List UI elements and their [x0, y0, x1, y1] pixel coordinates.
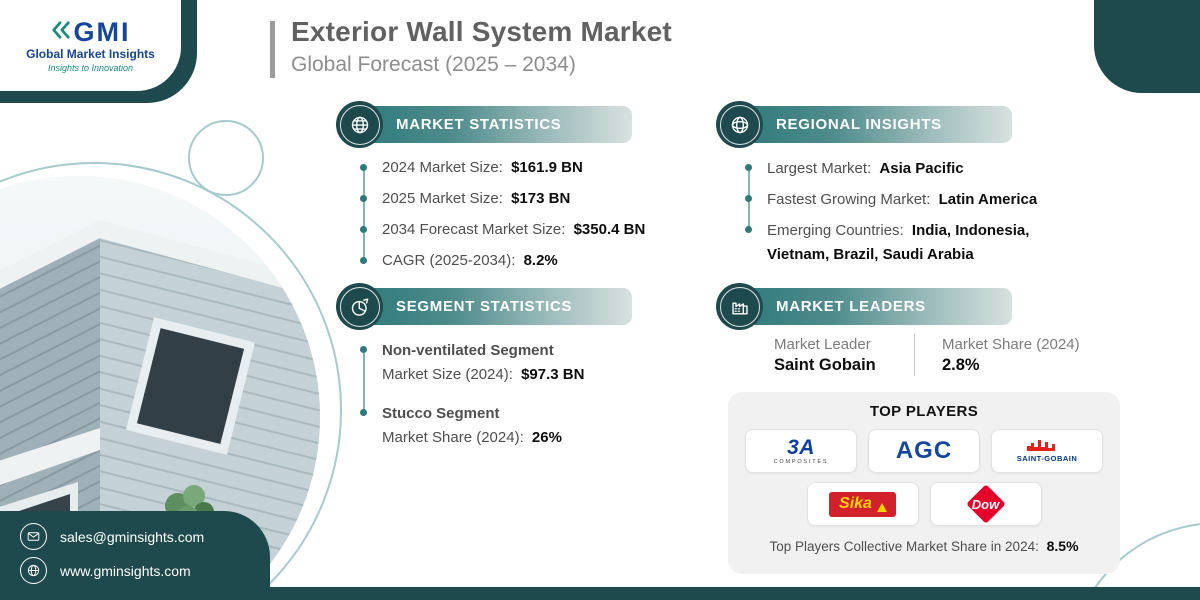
contact-block: sales@gminsights.com www.gminsights.com [0, 511, 270, 600]
player-card-dow: Dow [929, 482, 1042, 526]
gmi-acronym: GMI [73, 17, 131, 47]
bullet-dot [360, 257, 367, 264]
section-title: REGIONAL INSIGHTS [738, 106, 1012, 143]
bullet-dot [360, 195, 367, 202]
stat-value: Latin America [938, 191, 1038, 208]
stat-label: 2024 Market Size: [382, 159, 503, 176]
stat-label: Market Share (2024): [382, 429, 524, 446]
sika-logo: Sika [829, 491, 896, 517]
stat-label: Largest Market: [767, 160, 872, 177]
title-accent-bar [270, 21, 275, 78]
player-card-3a-composites: 3A COMPOSITES [745, 429, 857, 473]
stat-value: Asia Pacific [879, 160, 964, 177]
stat-label: CAGR (2025-2034): [382, 252, 516, 269]
list-item: Fastest Growing Market: Latin America [745, 188, 1071, 219]
top-players-footer: Top Players Collective Market Share in 2… [769, 538, 1079, 554]
player-card-agc: AGC [868, 429, 980, 473]
stat-label: Emerging Countries: [767, 222, 904, 239]
stat-label: 2034 Forecast Market Size: [382, 221, 566, 238]
page-title: Exterior Wall System Market [291, 16, 672, 47]
section-title: SEGMENT STATISTICS [358, 288, 632, 325]
section-header-market-statistics: MARKET STATISTICS [336, 101, 632, 148]
website-text: www.gminsights.com [60, 562, 191, 579]
market-leader-value: Saint Gobain [774, 355, 876, 374]
top-players-box: TOP PLAYERS 3A COMPOSITES AGC SAINT-GOBA… [728, 392, 1120, 574]
sika-triangle-icon [876, 502, 887, 512]
section-header-regional-insights: REGIONAL INSIGHTS [716, 101, 1012, 148]
corner-accent-top-right [1094, 0, 1200, 93]
title-block: Exterior Wall System Market Global Forec… [270, 16, 672, 78]
bullet-dot [360, 409, 367, 416]
section-header-segment-statistics: SEGMENT STATISTICS [336, 283, 632, 330]
gmi-tagline: Insights to Innovation [47, 62, 134, 73]
list-item: 2025 Market Size: $173 BN [360, 188, 652, 219]
market-share-label: Market Share (2024) [942, 335, 1080, 353]
factory-icon [716, 283, 763, 330]
market-leader-summary: Market Leader Saint Gobain Market Share … [716, 334, 1118, 376]
globe-grid-icon [716, 101, 763, 148]
market-statistics-list: 2024 Market Size: $161.9 BN 2025 Market … [360, 157, 652, 281]
gmi-chevrons-icon [51, 19, 71, 46]
bullet-dot [745, 164, 752, 171]
website-link[interactable]: www.gminsights.com [20, 557, 270, 584]
list-item: 2034 Forecast Market Size: $350.4 BN [360, 219, 652, 250]
top-players-title: TOP PLAYERS [869, 403, 979, 420]
section-header-market-leaders: MARKET LEADERS [716, 283, 1012, 330]
agc-logo: AGC [895, 437, 953, 464]
segment-name: Non-ventilated Segment [382, 342, 554, 359]
saint-gobain-skyline-icon [1027, 440, 1055, 451]
regional-insights-list: Largest Market: Asia Pacific Fastest Gro… [745, 157, 1071, 267]
email-link[interactable]: sales@gminsights.com [20, 523, 270, 550]
circle-outline-decoration [188, 120, 264, 196]
section-title: MARKET STATISTICS [358, 106, 632, 143]
bullet-dot [745, 226, 752, 233]
bullet-dot [360, 346, 367, 353]
pie-chart-icon [336, 283, 383, 330]
envelope-icon [20, 523, 47, 550]
email-text: sales@gminsights.com [60, 528, 205, 545]
vertical-divider [914, 334, 915, 376]
stat-value: India, Indonesia, Vietnam, Brazil, Saudi… [767, 222, 1030, 263]
stat-label: Market Size (2024): [382, 366, 513, 383]
list-item: 2024 Market Size: $161.9 BN [360, 157, 652, 188]
stat-value: $97.3 BN [521, 366, 585, 383]
stat-value: $173 BN [511, 190, 571, 207]
page-subtitle: Global Forecast (2025 – 2034) [291, 53, 576, 76]
market-leader-label: Market Leader [774, 335, 871, 353]
stat-value: 8.2% [523, 252, 558, 269]
stat-label: Fastest Growing Market: [767, 191, 931, 208]
player-card-saint-gobain: SAINT-GOBAIN [991, 429, 1103, 473]
gmi-name: Global Market Insights [26, 46, 155, 61]
stat-value: $350.4 BN [573, 221, 646, 238]
bullet-dot [745, 195, 752, 202]
stat-label: 2025 Market Size: [382, 190, 503, 207]
market-share-value: 2.8% [942, 355, 980, 374]
segment-name: Stucco Segment [382, 405, 500, 422]
saint-gobain-logo: SAINT-GOBAIN [1017, 439, 1078, 463]
list-item: CAGR (2025-2034): 8.2% [360, 250, 652, 281]
section-title: MARKET LEADERS [738, 288, 1012, 325]
gmi-logo: GMI Global Market Insights Insights to I… [0, 0, 181, 91]
bottom-accent-bar [0, 587, 1200, 600]
stat-value: 26% [531, 429, 562, 446]
list-item: Non-ventilated Segment Market Size (2024… [360, 340, 660, 385]
dow-logo: Dow [963, 484, 1009, 524]
stat-value: $161.9 BN [511, 159, 583, 176]
player-card-sika: Sika [806, 482, 919, 526]
bullet-dot [360, 226, 367, 233]
bullet-dot [360, 164, 367, 171]
three-a-composites-logo: 3A COMPOSITES [773, 435, 829, 465]
globe-icon [336, 101, 383, 148]
list-item: Stucco Segment Market Share (2024): 26% [360, 403, 660, 448]
list-item: Emerging Countries: India, Indonesia, Vi… [745, 219, 1071, 267]
segment-statistics-list: Non-ventilated Segment Market Size (2024… [360, 340, 660, 466]
list-item: Largest Market: Asia Pacific [745, 157, 1071, 188]
globe-icon [20, 557, 47, 584]
